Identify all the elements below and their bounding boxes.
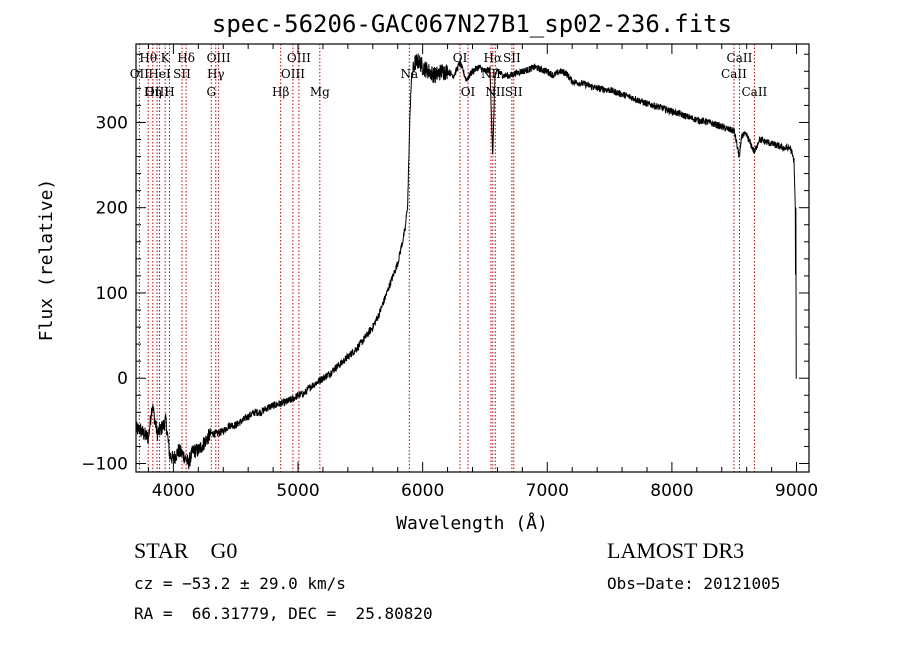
y-tick-label: 300 — [96, 113, 128, 133]
emission-line-label: Hα — [484, 51, 503, 65]
emission-line-label: OI — [461, 85, 476, 99]
observation-date: Obs−Date: 20121005 — [607, 574, 781, 593]
emission-line-label: SII — [173, 67, 191, 81]
x-axis-label: Wavelength (Å) — [396, 512, 548, 534]
y-tick-label: 0 — [117, 369, 128, 389]
emission-line-label: CaII — [741, 85, 767, 99]
coordinates-text: RA = 66.31779, DEC = 25.80820 — [134, 604, 433, 623]
emission-line-label: K — [161, 51, 171, 65]
emission-line-label: OI — [453, 51, 468, 65]
spectrum-series — [135, 53, 797, 470]
emission-line-label: SII — [505, 85, 523, 99]
emission-line-label: CaII — [727, 51, 753, 65]
spectrum-line — [135, 53, 797, 470]
survey-name: LAMOST DR3 — [607, 538, 745, 563]
y-tick-label: 200 — [96, 199, 128, 219]
emission-line-labels: Hθ OII OIII K HeI Hη H Hδ SII OIII Hγ G OIII OIII Hβ Mg… — [130, 51, 768, 99]
emission-line-label: HeI — [148, 67, 171, 81]
emission-line-label: Hθ — [139, 51, 157, 65]
emission-line-label: OII — [130, 67, 150, 81]
emission-line-label: Hη — [144, 85, 162, 99]
emission-line-label: Hβ — [272, 85, 289, 99]
plot-frame — [135, 43, 810, 473]
classification-text: STAR G0 — [134, 538, 238, 563]
emission-line-label: G — [206, 85, 216, 99]
emission-line-label: NII — [485, 85, 505, 99]
emission-line-label: SII — [503, 51, 521, 65]
emission-line-label: OIII — [287, 51, 311, 65]
emission-line-label: Hγ — [207, 67, 225, 81]
emission-line-label: Mg — [310, 85, 330, 99]
emission-line-label: OIII — [207, 51, 231, 65]
emission-line-label: OIII — [281, 67, 305, 81]
y-axis-label: Flux (relative) — [36, 179, 57, 342]
x-tick-label: 4000 — [152, 481, 195, 501]
x-tick-label: 6000 — [401, 481, 444, 501]
y-tick-label: 100 — [96, 284, 128, 304]
chart-title: spec-56206-GAC067N27B1_sp02-236.fits — [212, 10, 732, 38]
emission-line-label: OIII — [145, 85, 169, 99]
x-tick-label: 9000 — [775, 481, 818, 501]
x-tick-label: 8000 — [650, 481, 693, 501]
y-tick-label: −100 — [81, 454, 128, 474]
axis-ticks: 4000 5000 6000 7000 8000 9000 −100 0 100 200 300 — [81, 44, 818, 501]
emission-line-label: Hδ — [177, 51, 195, 65]
x-tick-label: 5000 — [276, 481, 319, 501]
redshift-text: cz = −53.2 ± 29.0 km/s — [134, 574, 346, 593]
x-tick-label: 7000 — [526, 481, 569, 501]
emission-line-label: CaII — [721, 67, 747, 81]
emission-line-label: H — [164, 85, 174, 99]
